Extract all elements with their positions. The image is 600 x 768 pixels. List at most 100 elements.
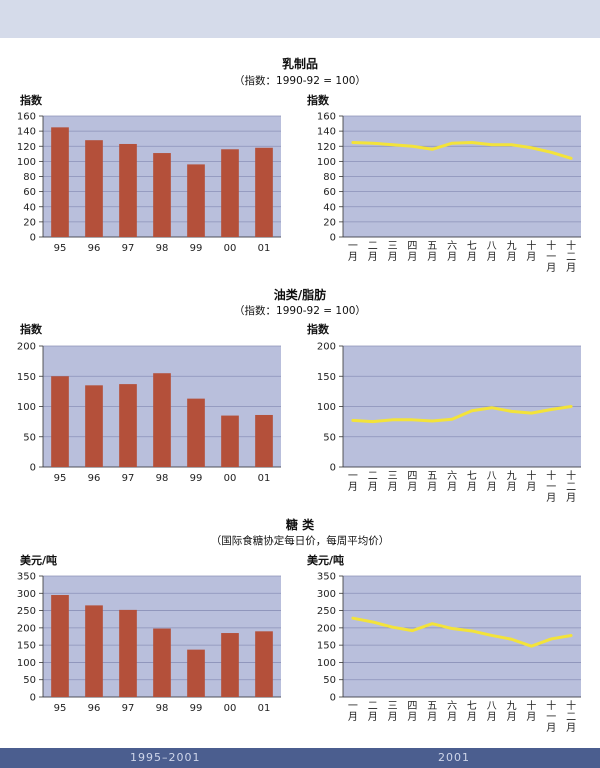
x-tick-label: 97 [122,703,135,714]
y-tick-label: 100 [17,402,36,413]
x-tick-label: 十二月 [566,699,576,734]
bar [119,143,137,237]
bar [153,628,171,697]
unit-label-oils-left: 指数 [20,323,42,336]
unit-label-dairy-left: 指数 [20,94,42,107]
y-tick-label: 160 [317,112,336,123]
data-point [411,145,414,148]
y-tick-label: 300 [317,589,336,600]
y-tick-label: 150 [317,641,336,652]
x-tick-label: 九月 [507,240,517,263]
x-tick-label: 七月 [467,470,477,493]
x-tick-label: 八月 [487,701,497,723]
x-tick-label: 二月 [368,701,378,723]
top-band [0,0,600,38]
x-tick-label: 01 [258,243,271,254]
bar [187,649,205,697]
sugar-annual-bar-chart: 0 50 100 150 200 250 300 350 95 96 97 98 99 00 01 [17,572,281,714]
x-tick-label: 五月 [427,471,437,493]
data-point [431,622,434,625]
bar [119,609,137,697]
y-tick-label: 300 [17,589,36,600]
data-point [490,406,493,409]
x-tick-label: 96 [88,703,101,714]
x-tick-label: 十月 [526,469,536,493]
data-point [450,142,454,145]
y-tick-label: 50 [323,432,336,443]
x-tick-label: 十一月 [546,239,556,274]
x-tick-label: 98 [156,243,169,254]
y-tick-label: 100 [317,402,336,413]
bar [255,414,273,467]
data-point [431,148,434,151]
x-tick-label: 四月 [407,701,417,723]
bar [51,376,69,467]
footer-band: 1995–2001 2001 [0,748,600,768]
x-tick-label: 一月 [348,701,358,723]
data-point [550,408,553,411]
series-line [351,140,573,160]
data-point [490,143,493,146]
y-tick-label: 250 [17,606,36,617]
x-tick-label: 99 [190,473,203,484]
x-tick-label: 00 [224,243,237,254]
x-tick-label: 97 [122,473,135,484]
x-tick-label: 96 [88,243,101,254]
x-tick-label: 九月 [507,470,517,493]
bar [51,595,69,697]
data-point [530,411,533,415]
y-tick-label: 140 [317,127,336,138]
series-line [351,405,573,424]
x-tick-label: 二月 [368,471,378,493]
x-tick-label: 八月 [487,241,497,263]
x-tick-label: 五月 [427,241,437,263]
data-point [431,419,434,423]
data-point [351,141,355,144]
x-tick-label: 99 [190,243,203,254]
data-point [411,418,414,422]
y-tick-label: 0 [30,233,36,244]
y-tick-label: 120 [317,142,336,153]
section-title-dairy: 乳制品 [281,57,318,71]
x-tick-label: 八月 [487,471,497,493]
y-tick-label: 100 [317,157,336,168]
x-tick-label: 一月 [348,471,358,493]
x-tick-label: 97 [122,243,135,254]
data-point [530,644,533,648]
x-tick-label: 三月 [388,241,398,263]
y-tick-label: 50 [23,675,36,686]
x-tick-label: 98 [156,473,169,484]
y-tick-label: 0 [30,693,36,704]
y-tick-label: 150 [17,641,36,652]
footer-left-label: 1995–2001 [130,751,201,764]
oils-annual-bar-chart: 0 50 100 150 200 95 96 97 98 99 00 01 [17,342,281,484]
x-tick-label: 99 [190,703,203,714]
x-tick-label: 三月 [388,471,398,493]
data-point [470,629,474,633]
y-tick-label: 0 [330,693,336,704]
unit-label-sugar-right: 美元/吨 [307,554,345,567]
data-point [569,405,573,408]
y-tick-label: 150 [317,372,336,383]
y-tick-label: 200 [17,623,36,634]
y-tick-label: 80 [323,172,336,183]
data-point [569,634,573,637]
data-point [371,620,374,624]
x-tick-label: 十一月 [546,469,556,504]
x-tick-label: 十月 [526,239,536,263]
dairy-monthly-line-chart: 020406080100120140160一月二月三月四月五月六月七月八月九月十… [317,112,581,274]
data-point [391,418,394,422]
y-tick-label: 100 [17,658,36,669]
data-point [510,638,513,641]
x-tick-label: 五月 [427,701,437,723]
y-tick-label: 60 [23,187,36,198]
bar [119,384,137,467]
data-point [470,409,474,412]
y-tick-label: 250 [317,606,336,617]
data-point [351,616,355,620]
section-title-sugar: 糖 类 [285,518,315,532]
x-tick-label: 九月 [507,700,517,723]
bar [51,127,69,237]
bar [85,605,103,697]
